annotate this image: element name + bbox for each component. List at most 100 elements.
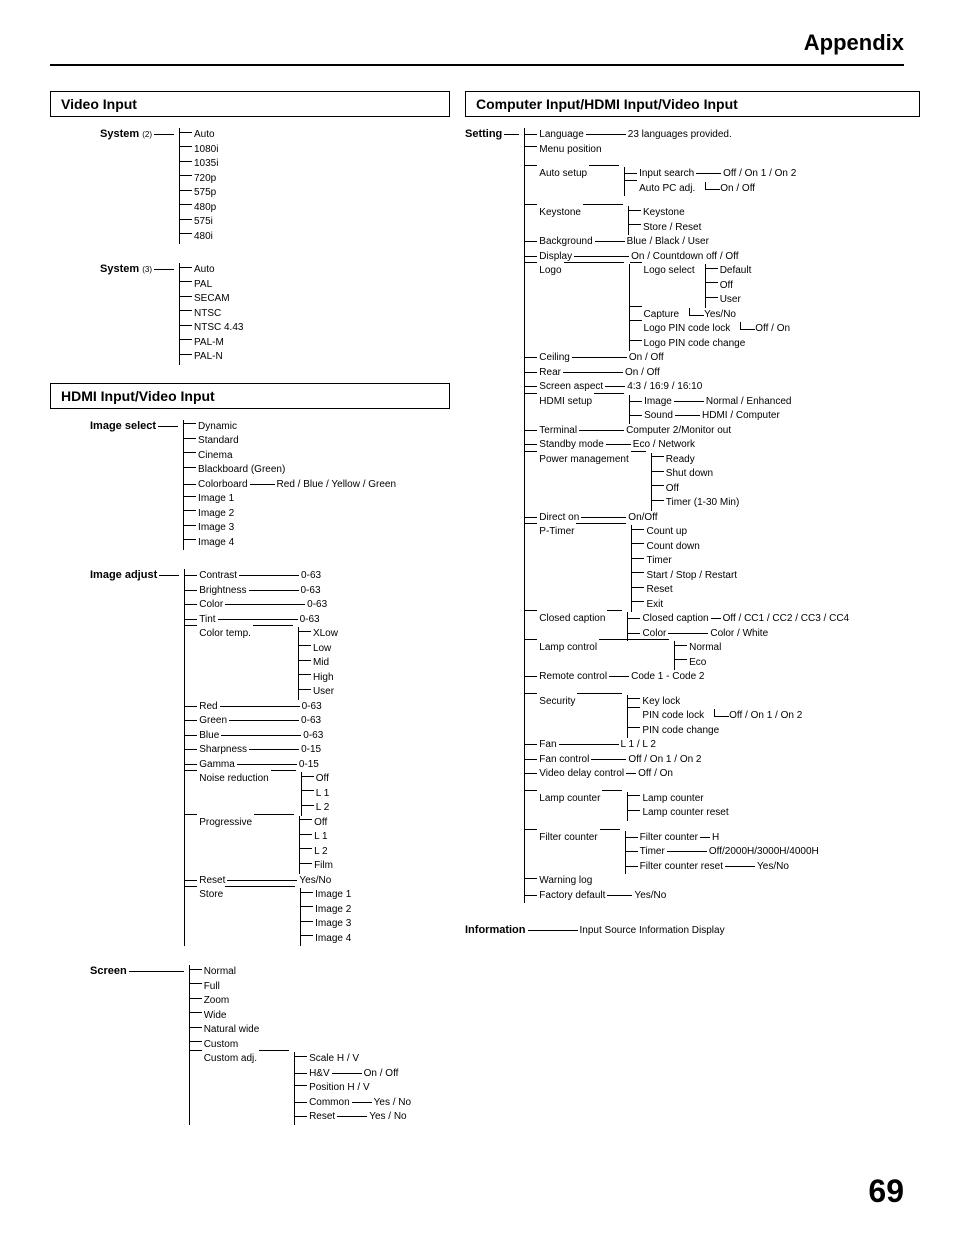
- screen-tree: Screen Normal Full Zoom Wide Natural wid…: [50, 964, 450, 1125]
- capture-row: Capture Yes/No: [630, 308, 791, 323]
- pt-item: Reset: [632, 583, 737, 598]
- ct-item: User: [299, 685, 338, 700]
- image-adjust-tree: Image adjust Contrast0-63 Brightness0-63…: [50, 568, 450, 946]
- hdmisetup-row: HDMI setup ImageNormal / Enhanced SoundH…: [525, 395, 849, 424]
- language-row: Language23 languages provided.: [525, 128, 849, 143]
- sc-item: Custom: [190, 1038, 411, 1053]
- st-item: Image 2: [301, 903, 351, 918]
- s2-item: 1080i: [180, 143, 218, 158]
- page-header: Appendix: [50, 30, 904, 66]
- common-row: CommonYes / No: [295, 1096, 411, 1111]
- video-input-box: Video Input: [50, 91, 450, 117]
- ca-item: Scale H / V: [295, 1052, 411, 1067]
- logo-row: Logo Logo select Default Off User Captur…: [525, 264, 849, 351]
- information-tree: Information Input Source Information Dis…: [465, 923, 920, 939]
- ct-item: Low: [299, 642, 338, 657]
- ks-item: Store / Reset: [629, 221, 701, 236]
- pg-item: L 2: [300, 845, 333, 860]
- ct-item: Mid: [299, 656, 338, 671]
- ct-item: High: [299, 671, 338, 686]
- s2-item: 480i: [180, 230, 218, 245]
- logopinlock-row: Logo PIN code lock Off / On: [630, 322, 791, 337]
- security-row: Security Key lock PIN code lock Off / On…: [525, 695, 849, 739]
- inputsearch-row: Input searchOff / On 1 / On 2: [625, 167, 796, 182]
- content-columns: Video Input System (2) Auto 1080i 1035i …: [50, 91, 904, 1143]
- reset2-row: ResetYes / No: [295, 1110, 411, 1125]
- colorboard-label: Colorboard: [198, 478, 247, 493]
- lcnt-item: Lamp counter reset: [628, 806, 728, 821]
- menupos-row: Menu position: [525, 143, 849, 158]
- nr-item: L 1: [302, 787, 330, 802]
- s2-item: 1035i: [180, 157, 218, 172]
- ceiling-row: CeilingOn / Off: [525, 351, 849, 366]
- sc-item: Full: [190, 980, 411, 995]
- colorboard-vals: Red / Blue / Yellow / Green: [277, 478, 397, 493]
- sound-row: SoundHDMI / Computer: [630, 409, 791, 424]
- sc-item: Natural wide: [190, 1023, 411, 1038]
- fanctl-row: Fan controlOff / On 1 / On 2: [525, 753, 849, 768]
- custom-adj-row: Custom adj. Scale H / V H&VOn / Off Posi…: [190, 1052, 411, 1125]
- s3-item: NTSC 4.43: [180, 321, 243, 336]
- screenaspect-row: Screen aspect4:3 / 16:9 / 16:10: [525, 380, 849, 395]
- lcnt-item: Lamp counter: [628, 792, 728, 807]
- pm-item: Timer (1-30 Min): [652, 496, 740, 511]
- progressive-row: Progressive Off L 1 L 2 Film: [185, 816, 351, 874]
- s3-item: PAL-M: [180, 336, 243, 351]
- setting-tree: Setting Language23 languages provided. M…: [465, 127, 920, 903]
- rear-row: RearOn / Off: [525, 366, 849, 381]
- pg-item: Off: [300, 816, 333, 831]
- colortemp-row: Color temp. XLow Low Mid High User: [185, 627, 351, 700]
- nr-item: L 2: [302, 801, 330, 816]
- lampcounter-row: Lamp counter Lamp counter Lamp counter r…: [525, 792, 849, 821]
- ptimer-row: P-Timer Count up Count down Timer Start …: [525, 525, 849, 612]
- pg-item: Film: [300, 859, 333, 874]
- is-item: Image 3: [184, 521, 396, 536]
- pm-item: Off: [652, 482, 740, 497]
- contrast-row: Contrast0-63: [185, 569, 351, 584]
- pt-item: Start / Stop / Restart: [632, 569, 737, 584]
- screen-label: Screen: [90, 964, 127, 980]
- system2-label: System: [100, 128, 139, 140]
- logoselect-row: Logo select Default Off User: [630, 264, 791, 308]
- page-number: 69: [50, 1173, 904, 1210]
- is-item: Cinema: [184, 449, 396, 464]
- s3-item: PAL: [180, 278, 243, 293]
- warnlog-row: Warning log: [525, 874, 849, 889]
- is-item: Image 1: [184, 492, 396, 507]
- image-row: ImageNormal / Enhanced: [630, 395, 791, 410]
- is-item: Image 4: [184, 536, 396, 551]
- lc-item: Eco: [675, 656, 721, 671]
- hv-row: H&VOn / Off: [295, 1067, 411, 1082]
- system3-tree: System (3) Auto PAL SECAM NTSC NTSC 4.43…: [50, 262, 450, 365]
- s2-item: 720p: [180, 172, 218, 187]
- hdmi-video-box: HDMI Input/Video Input: [50, 383, 450, 409]
- terminal-row: TerminalComputer 2/Monitor out: [525, 424, 849, 439]
- st-item: Image 4: [301, 932, 351, 947]
- sec-item: Key lock: [628, 695, 802, 710]
- lampcontrol-row: Lamp control Normal Eco: [525, 641, 849, 670]
- left-column: Video Input System (2) Auto 1080i 1035i …: [50, 91, 450, 1143]
- fc2-row: Filter counterH: [626, 831, 819, 846]
- ls-item: Off: [706, 279, 752, 294]
- noise-row: Noise reduction Off L 1 L 2: [185, 772, 351, 816]
- image-select-tree: Image select Dynamic Standard Cinema Bla…: [50, 419, 450, 551]
- pt-item: Count down: [632, 540, 737, 555]
- blue-row: Blue0-63: [185, 729, 351, 744]
- is-item: Standard: [184, 434, 396, 449]
- background-row: BackgroundBlue / Black / User: [525, 235, 849, 250]
- pinlock-row: PIN code lock Off / On 1 / On 2: [628, 709, 802, 724]
- vdelay-row: Video delay controlOff / On: [525, 767, 849, 782]
- s2-item: 575p: [180, 186, 218, 201]
- remote-row: Remote controlCode 1 - Code 2: [525, 670, 849, 685]
- pt-item: Count up: [632, 525, 737, 540]
- fctimer-row: TimerOff/2000H/3000H/4000H: [626, 845, 819, 860]
- sharpness-row: Sharpness0-15: [185, 743, 351, 758]
- nr-item: Off: [302, 772, 330, 787]
- st-item: Image 1: [301, 888, 351, 903]
- keystone-row: Keystone Keystone Store / Reset: [525, 206, 849, 235]
- image-select-label: Image select: [90, 419, 156, 435]
- red-row: Red0-63: [185, 700, 351, 715]
- pm-item: Ready: [652, 453, 740, 468]
- s3-item: NTSC: [180, 307, 243, 322]
- pt-item: Timer: [632, 554, 737, 569]
